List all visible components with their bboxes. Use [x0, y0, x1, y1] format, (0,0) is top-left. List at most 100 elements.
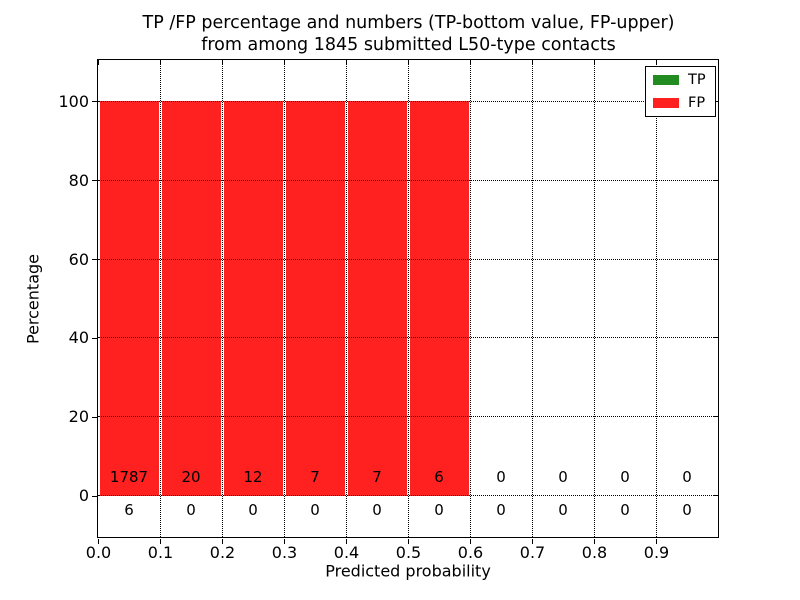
x-tick-mark [221, 60, 223, 65]
x-axis-label: Predicted probability [325, 561, 491, 581]
x-tick-mark [531, 60, 533, 65]
fp-bar [161, 101, 221, 496]
x-tick-label: 0.7 [519, 543, 546, 562]
x-tick-mark [656, 539, 657, 544]
tp-count-label: 0 [496, 501, 506, 519]
x-tick-label: 0.9 [643, 543, 670, 562]
fp-count-label: 20 [181, 468, 201, 486]
x-tick-mark [160, 539, 161, 544]
y-tick-mark [92, 180, 97, 182]
gridline-vertical [593, 60, 595, 537]
y-tick-label: 0 [78, 486, 89, 506]
x-tick-label: 0.6 [457, 543, 484, 562]
plot-area: 1787 20 12 7 7 6 0 0 0 0 6 0 0 0 0 0 0 0 0 0 [97, 59, 719, 538]
gridline-horizontal [98, 100, 718, 102]
x-tick-mark [283, 60, 285, 65]
y-tick-mark [92, 495, 97, 497]
legend-entry-tp: TP [653, 71, 706, 89]
fp-count-label: 0 [558, 468, 568, 486]
x-tick-label: 0.0 [85, 543, 112, 562]
x-tick-mark [346, 539, 347, 544]
fp-count-label: 0 [620, 468, 630, 486]
chart-title-line2: from among 1845 submitted L50-type conta… [201, 35, 616, 55]
fp-count-label: 7 [310, 468, 320, 486]
y-tick-label: 100 [58, 91, 89, 111]
y-tick-label: 20 [68, 407, 89, 427]
fp-bar [285, 101, 345, 496]
gridline-horizontal [98, 337, 718, 339]
gridline-horizontal [98, 495, 718, 497]
fp-count-label: 12 [243, 468, 263, 486]
x-tick-mark [593, 60, 595, 65]
x-tick-mark [98, 539, 99, 544]
x-tick-label: 0.1 [147, 543, 174, 562]
tp-count-label: 0 [434, 501, 444, 519]
y-tick-mark [92, 416, 97, 418]
fp-bar [409, 101, 469, 496]
y-tick-label: 60 [68, 249, 89, 269]
tp-count-label: 0 [186, 501, 196, 519]
fp-count-label: 7 [372, 468, 382, 486]
fp-bar [347, 101, 407, 496]
gridline-vertical [159, 60, 161, 537]
fp-count-label: 6 [434, 468, 444, 486]
x-tick-mark [97, 60, 99, 65]
tp-count-label: 0 [372, 501, 382, 519]
y-tick-mark [713, 258, 718, 260]
x-tick-mark [407, 60, 409, 65]
y-tick-mark [713, 416, 718, 418]
y-tick-mark [713, 337, 718, 339]
y-tick-mark [713, 179, 718, 181]
x-tick-mark [222, 539, 223, 544]
fp-legend-swatch-icon [653, 98, 679, 108]
legend-label: FP [688, 95, 706, 111]
x-tick-mark [594, 539, 595, 544]
fp-bar [223, 101, 283, 496]
fp-count-label: 0 [496, 468, 506, 486]
gridline-vertical [469, 60, 471, 537]
legend-label: TP [688, 72, 706, 88]
x-tick-mark [284, 539, 285, 544]
x-tick-mark [532, 539, 533, 544]
gridline-vertical [283, 60, 285, 537]
gridline-horizontal [98, 179, 718, 181]
tp-legend-swatch-icon [653, 75, 679, 85]
x-tick-mark [470, 539, 471, 544]
legend: TP FP [645, 66, 716, 117]
y-tick-mark [92, 259, 97, 261]
x-tick-mark [469, 60, 471, 65]
gridline-vertical [531, 60, 533, 537]
x-tick-mark [345, 60, 347, 65]
gridline-vertical [345, 60, 347, 537]
x-tick-mark [408, 539, 409, 544]
gridline-vertical [407, 60, 409, 537]
gridline-vertical [221, 60, 223, 537]
y-tick-label: 80 [68, 170, 89, 190]
x-tick-label: 0.3 [271, 543, 298, 562]
x-tick-label: 0.5 [395, 543, 422, 562]
x-tick-label: 0.2 [209, 543, 236, 562]
chart-title: TP /FP percentage and numbers (TP-bottom… [97, 12, 720, 56]
tp-count-label: 0 [310, 501, 320, 519]
tp-count-label: 0 [248, 501, 258, 519]
y-tick-label: 40 [68, 328, 89, 348]
x-tick-mark [159, 60, 161, 65]
fp-count-label: 1787 [109, 468, 149, 486]
x-tick-label: 0.8 [581, 543, 608, 562]
legend-entry-fp: FP [653, 94, 706, 112]
gridline-horizontal [98, 258, 718, 260]
gridline-vertical [655, 60, 657, 537]
chart-title-line1: TP /FP percentage and numbers (TP-bottom… [142, 13, 675, 33]
y-tick-mark [92, 337, 97, 339]
x-tick-label: 0.4 [333, 543, 360, 562]
y-tick-mark [92, 101, 97, 103]
x-tick-mark [655, 60, 657, 65]
tp-count-label: 0 [558, 501, 568, 519]
tp-count-label: 6 [124, 501, 134, 519]
gridline-horizontal [98, 416, 718, 418]
y-tick-mark [713, 495, 718, 497]
tp-count-label: 0 [620, 501, 630, 519]
fp-bar [99, 101, 159, 496]
fp-count-label: 0 [682, 468, 692, 486]
